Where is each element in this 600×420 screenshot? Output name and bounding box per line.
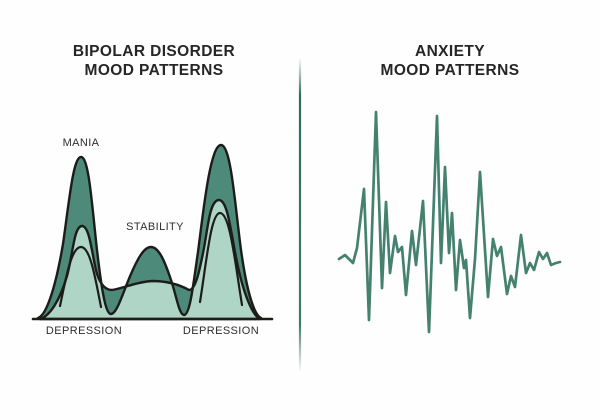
anxiety-title-line2: MOOD PATTERNS (380, 62, 520, 79)
bipolar-title-line1: BIPOLAR DISORDER (72, 43, 236, 60)
mania-label: MANIA (62, 137, 100, 149)
bipolar-panel-title: BIPOLAR DISORDER MOOD PATTERNS (24, 42, 284, 80)
stability-label: STABILITY (126, 221, 184, 233)
anxiety-panel-title: ANXIETY MOOD PATTERNS (340, 42, 560, 80)
bipolar-light-outline (38, 198, 262, 321)
anxiety-title-line1: ANXIETY (415, 43, 485, 60)
depression-label-left: DEPRESSION (45, 325, 123, 337)
bipolar-dark-outline (36, 143, 263, 320)
bipolar-inner-curve-right (198, 211, 244, 307)
depression-label-right: DEPRESSION (182, 325, 260, 337)
bipolar-title-line2: MOOD PATTERNS (84, 62, 224, 79)
bipolar-inner-curve-left (58, 245, 103, 309)
bipolar-light-area (40, 200, 260, 319)
anxiety-zigzag-line (337, 110, 562, 334)
